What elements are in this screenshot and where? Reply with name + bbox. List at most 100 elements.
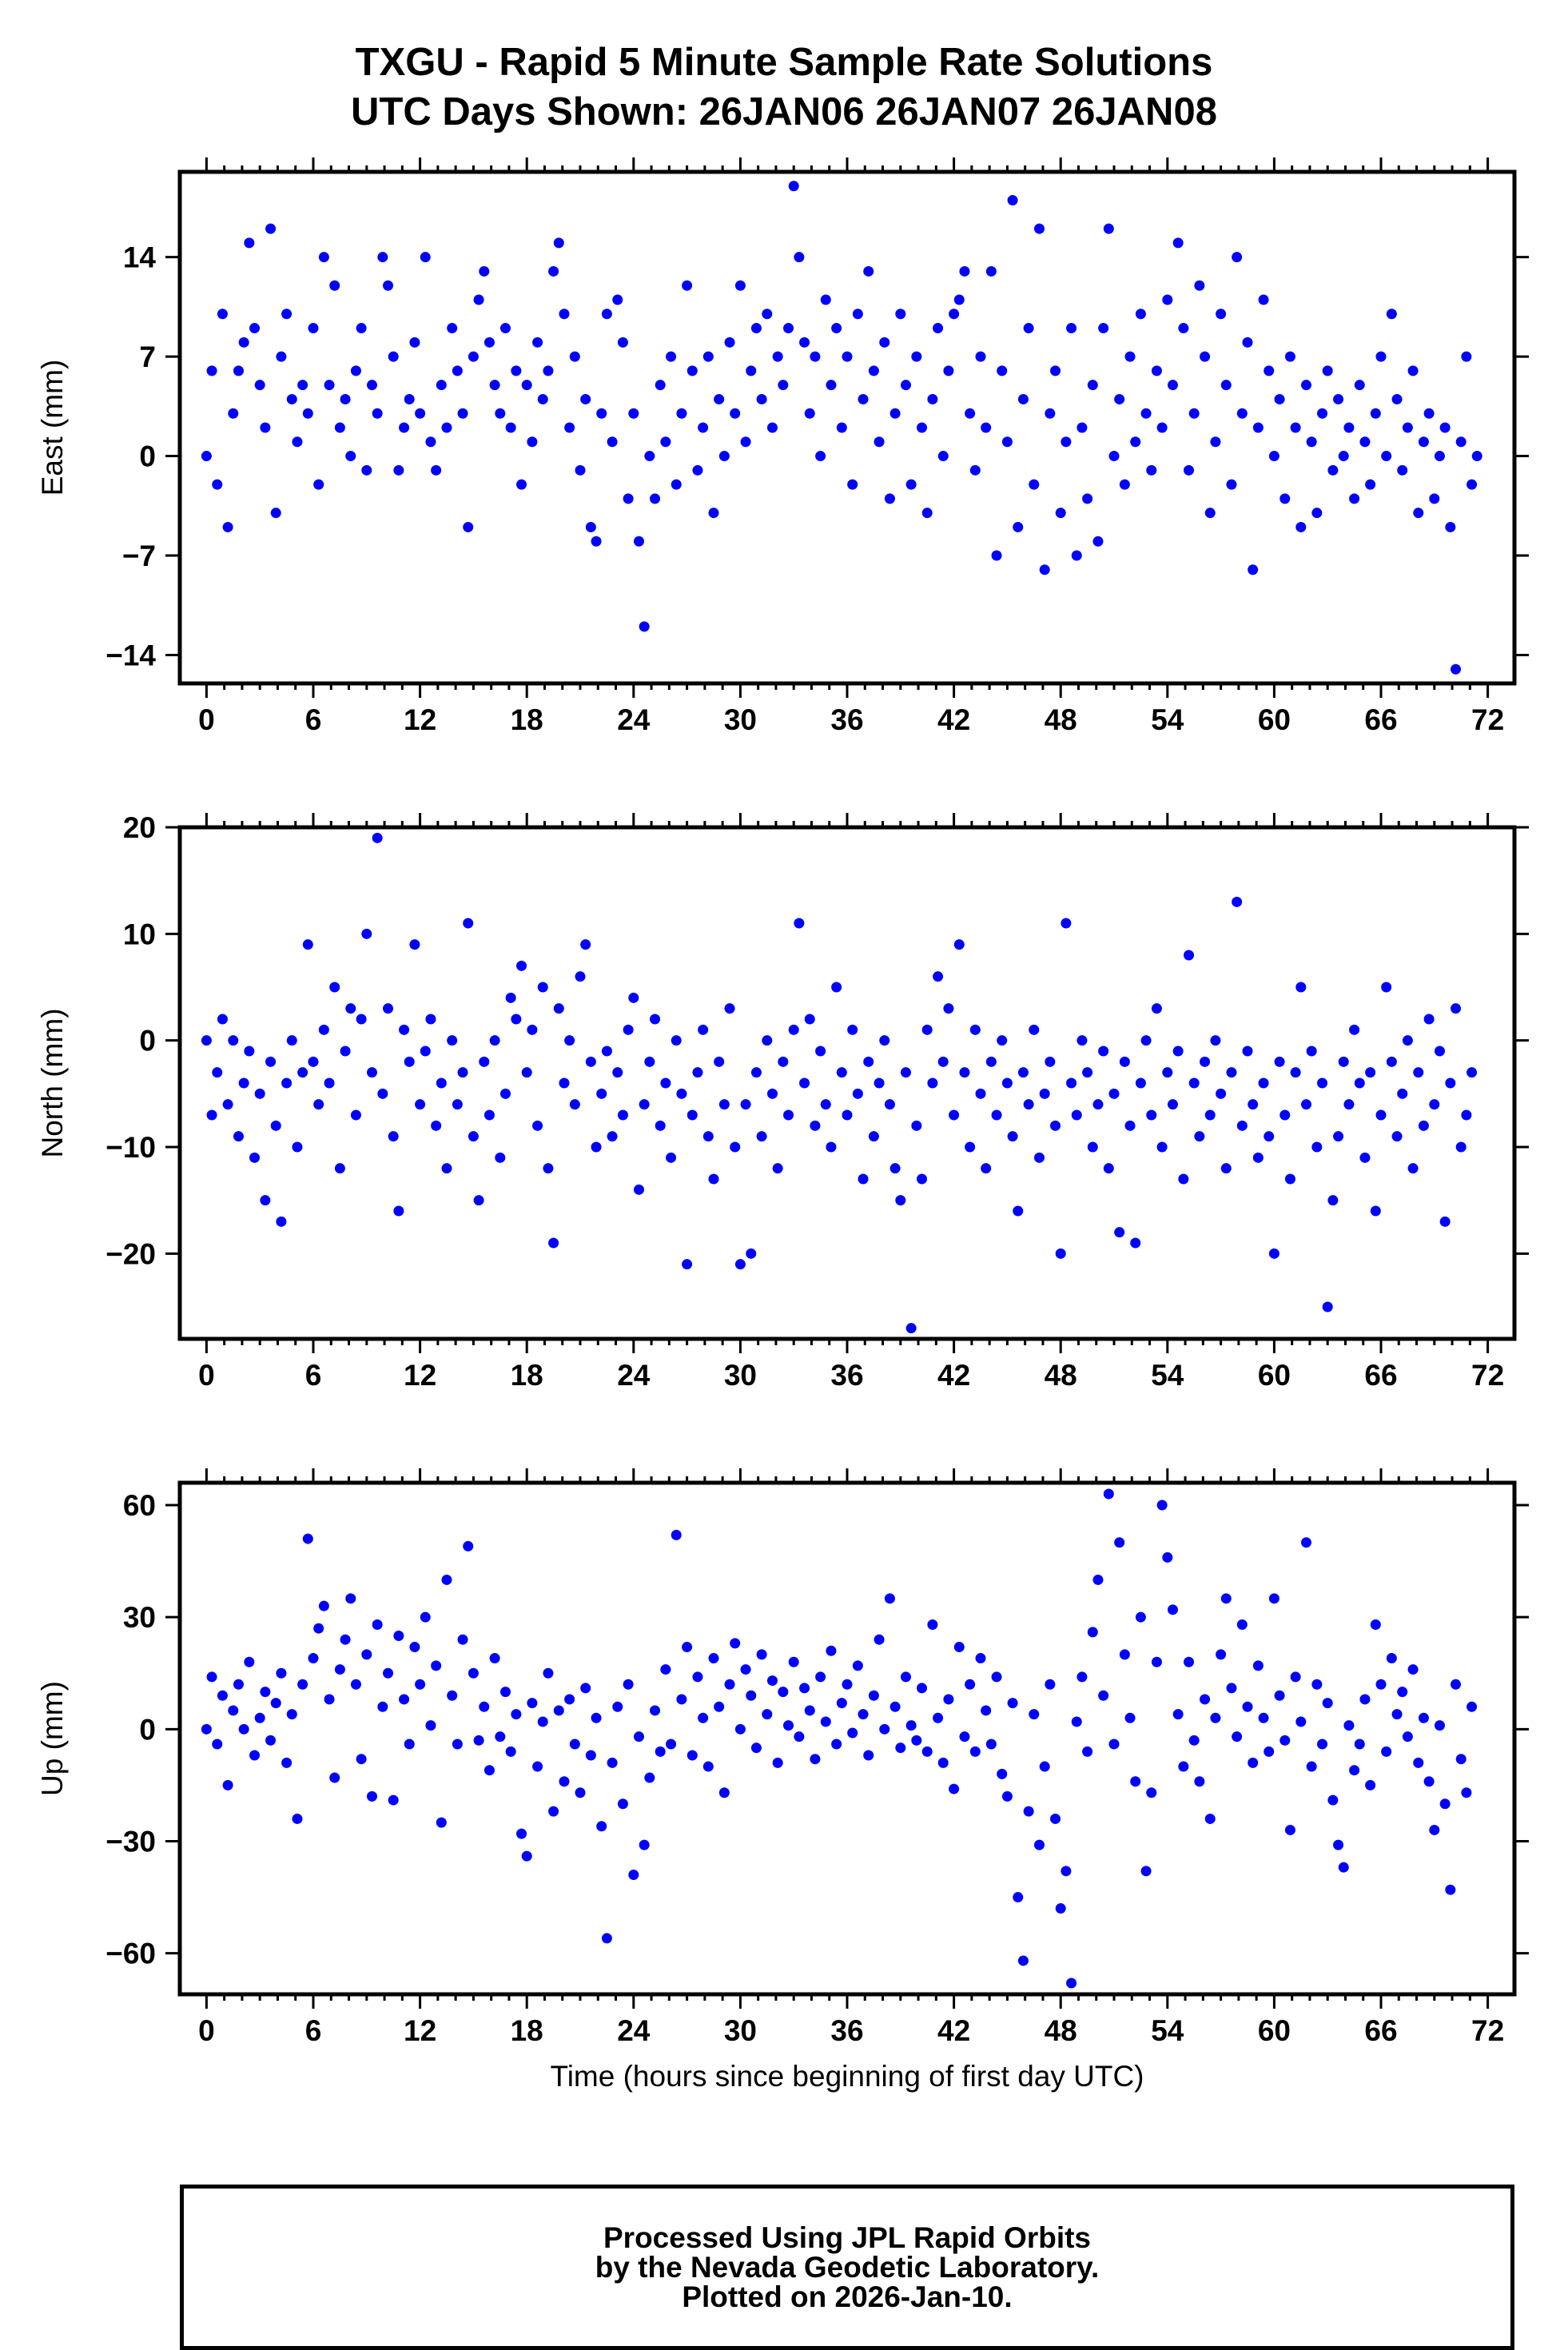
- north-data-point: [292, 1141, 303, 1153]
- east-data-point: [917, 422, 928, 433]
- up-x-tick-label: 60: [1258, 2014, 1291, 2047]
- north-data-point: [329, 982, 340, 993]
- east-data-point: [1322, 365, 1333, 376]
- north-data-point: [905, 1323, 917, 1334]
- east-data-point: [820, 294, 831, 305]
- north-data-point: [1252, 1152, 1264, 1163]
- east-x-tick-label: 60: [1258, 703, 1291, 736]
- up-data-point: [623, 1679, 634, 1690]
- north-data-point: [847, 1024, 858, 1035]
- north-data-point: [1381, 982, 1392, 993]
- north-data-point: [1445, 1077, 1456, 1089]
- north-data-point: [1162, 1067, 1173, 1078]
- up-data-point: [361, 1649, 372, 1660]
- up-data-point: [911, 1735, 922, 1746]
- north-data-point: [991, 1109, 1002, 1121]
- east-data-point: [686, 365, 698, 376]
- up-data-point: [404, 1739, 415, 1750]
- up-data-point: [1365, 1779, 1376, 1790]
- north-data-point: [1050, 1120, 1061, 1131]
- up-data-point: [543, 1667, 554, 1679]
- up-data-point: [1188, 1735, 1200, 1746]
- north-data-point: [826, 1141, 837, 1153]
- north-data-point: [842, 1109, 853, 1121]
- east-data-point: [1274, 393, 1285, 404]
- up-data-point: [644, 1772, 655, 1783]
- up-data-point: [847, 1727, 858, 1739]
- up-data-point: [1349, 1765, 1360, 1776]
- east-data-point: [617, 337, 628, 348]
- east-data-point: [334, 422, 345, 433]
- east-data-point: [826, 380, 837, 391]
- north-data-point: [949, 1109, 960, 1121]
- east-data-point: [324, 380, 335, 391]
- east-data-point: [682, 280, 693, 291]
- north-data-point: [532, 1120, 543, 1131]
- east-data-point: [1017, 393, 1029, 404]
- up-data-point: [281, 1757, 293, 1768]
- up-data-point: [799, 1683, 810, 1694]
- north-data-point: [1156, 1141, 1168, 1153]
- up-data-point: [1066, 1978, 1077, 1989]
- footer-box: Processed Using JPL Rapid Orbits by the …: [180, 2185, 1514, 2350]
- east-data-point: [734, 280, 746, 291]
- north-data-point: [639, 1099, 650, 1110]
- north-data-point: [585, 1056, 596, 1067]
- east-data-point: [628, 408, 639, 419]
- north-data-point: [415, 1099, 426, 1110]
- north-data-point: [1232, 896, 1243, 907]
- north-data-point: [489, 1035, 500, 1046]
- north-data-point: [708, 1173, 719, 1185]
- up-y-tick-label: 30: [123, 1601, 156, 1634]
- east-data-point: [1216, 309, 1227, 320]
- north-data-point: [1178, 1173, 1189, 1185]
- east-data-point: [543, 365, 554, 376]
- east-data-point: [484, 337, 495, 348]
- north-data-point: [831, 982, 842, 993]
- up-data-point: [532, 1761, 543, 1772]
- north-data-point: [393, 1205, 404, 1217]
- east-data-point: [1130, 436, 1141, 448]
- up-data-point: [569, 1739, 580, 1750]
- up-x-tick-label: 66: [1364, 2014, 1397, 2047]
- up-x-axis-label: Time (hours since beginning of first day…: [550, 2060, 1144, 2093]
- east-data-point: [714, 393, 725, 404]
- north-data-point: [1087, 1141, 1098, 1153]
- north-data-point: [1029, 1024, 1040, 1035]
- up-data-point: [511, 1709, 522, 1720]
- north-data-point: [1071, 1109, 1082, 1121]
- up-data-point: [900, 1671, 911, 1683]
- east-x-tick-label: 36: [830, 703, 863, 736]
- east-data-point: [1354, 380, 1365, 391]
- north-data-point: [1407, 1163, 1419, 1174]
- east-data-point: [505, 422, 516, 433]
- north-data-point: [985, 1056, 997, 1067]
- east-data-point: [238, 337, 249, 348]
- east-data-point: [858, 393, 869, 404]
- east-data-point: [1290, 422, 1301, 433]
- up-data-point: [1386, 1653, 1397, 1664]
- east-y-tick-label: −14: [105, 639, 156, 671]
- up-data-point: [1082, 1746, 1093, 1757]
- up-data-point: [206, 1671, 217, 1683]
- east-data-point: [404, 393, 415, 404]
- up-data-point: [1151, 1656, 1162, 1667]
- up-data-point: [1050, 1813, 1061, 1824]
- east-x-tick-label: 42: [937, 703, 970, 736]
- up-data-point: [265, 1735, 277, 1746]
- east-data-point: [1418, 436, 1429, 448]
- north-data-point: [1365, 1067, 1376, 1078]
- up-data-point: [1300, 1537, 1311, 1548]
- east-data-point: [750, 323, 762, 334]
- east-data-point: [1264, 365, 1275, 376]
- north-data-point: [313, 1099, 324, 1110]
- north-data-point: [746, 1248, 757, 1259]
- north-data-point: [628, 992, 639, 1003]
- east-y-tick-label: 14: [123, 241, 157, 274]
- up-x-tick-label: 72: [1471, 2014, 1504, 2047]
- up-data-point: [1135, 1611, 1146, 1623]
- north-data-point: [1455, 1141, 1467, 1153]
- up-data-point: [484, 1765, 495, 1776]
- up-data-point: [516, 1828, 527, 1839]
- north-data-point: [1167, 1099, 1178, 1110]
